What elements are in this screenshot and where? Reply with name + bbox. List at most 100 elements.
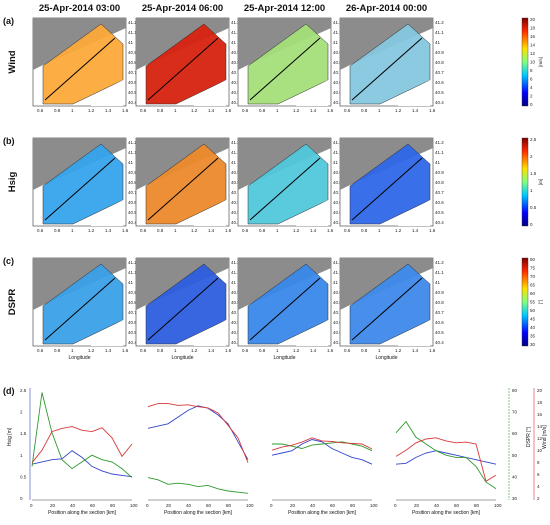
- map-x-tick: 1.2: [395, 228, 402, 233]
- map-x-tick: 1.2: [88, 228, 95, 233]
- map-y-tick: 40.8: [128, 300, 137, 305]
- map-y-tick: 40.7: [435, 190, 444, 195]
- map-x-tick: 1.6: [327, 348, 334, 353]
- map-y-tick: 40.9: [231, 50, 240, 55]
- colorbar-tick: 1.5: [530, 171, 537, 176]
- map-x-tick: 1.2: [191, 108, 198, 113]
- map-x-tick: 1.4: [310, 108, 317, 113]
- map-y-tick: 40.6: [128, 200, 137, 205]
- map-x-tick: 0.8: [157, 228, 164, 233]
- colorbar-tick: 80: [530, 257, 536, 262]
- x-tick: 60: [90, 503, 96, 508]
- map-y-tick: 41.1: [333, 150, 342, 155]
- section-line: [351, 277, 423, 341]
- map-x-tick: 1.4: [208, 108, 215, 113]
- map-x-tick: 1.6: [225, 228, 232, 233]
- map-x-tick: 0.8: [54, 348, 61, 353]
- colorbar-tick: 0.5: [530, 205, 537, 210]
- map-y-tick: 40.4: [435, 220, 444, 225]
- map-panel: 41.2 41.1 41 40.9 40.8 40.7 40.6 40.5 40.4 0.6 0.8…: [339, 137, 444, 233]
- map-x-tick: 1: [71, 228, 74, 233]
- colorbar-tick: 0: [530, 222, 533, 227]
- map-panel: 41.2 41.1 41 40.9 40.8 40.7 40.6 40.5 40.4 0.6 0.8…: [135, 137, 240, 233]
- map-y-tick: 40.8: [435, 60, 444, 65]
- map-y-tick: 40.8: [333, 300, 342, 305]
- map-y-tick: 40.8: [128, 180, 137, 185]
- map-xlabel: Longitude: [172, 355, 194, 361]
- map-y-tick: 41.1: [128, 150, 137, 155]
- x-tick: 20: [50, 503, 56, 508]
- map-y-tick: 41.2: [333, 140, 342, 145]
- colorbar-tick: 8: [530, 68, 533, 73]
- map-x-tick: 1.2: [293, 228, 300, 233]
- map-y-tick: 41.1: [435, 150, 444, 155]
- map-y-tick: 40.6: [128, 80, 137, 85]
- map-x-tick: 1.2: [88, 348, 95, 353]
- date-title: 25-Apr-2014 06:00: [142, 3, 223, 14]
- map-y-tick: 40.9: [435, 290, 444, 295]
- section-line: [147, 37, 219, 101]
- series-line-wind: [395, 437, 497, 483]
- wind-tick: 16: [537, 412, 543, 417]
- line-panel: 0 20 40 60 80 100 Position along the section […: [394, 420, 502, 516]
- coast-area: [91, 80, 123, 106]
- x-tick: 0: [270, 503, 273, 508]
- map-y-tick: 41: [333, 280, 339, 285]
- map-y-tick: 41.2: [435, 260, 444, 265]
- map-x-tick: 1.4: [310, 348, 317, 353]
- coast-area: [296, 320, 328, 346]
- map-y-tick: 40.5: [128, 210, 137, 215]
- map-y-tick: 40.8: [128, 60, 137, 65]
- map-x-tick: 1.4: [310, 228, 317, 233]
- x-tick: 80: [110, 503, 116, 508]
- map-y-tick: 40.9: [333, 290, 342, 295]
- map-x-tick: 1: [174, 228, 177, 233]
- colorbar-unit: [m/s]: [538, 57, 543, 67]
- colorbar-tick: 40: [530, 325, 536, 330]
- map-panel: 41.2 41.1 41 40.9 40.8 40.7 40.6 40.5 40.4 0.6 0.8…: [237, 137, 342, 233]
- map-y-tick: 41.1: [231, 30, 240, 35]
- map-y-tick: 40.7: [128, 190, 137, 195]
- series-line-hsig: [147, 405, 249, 460]
- map-y-tick: 40.5: [333, 90, 342, 95]
- colorbar: [521, 17, 529, 107]
- map-y-tick: 40.9: [231, 290, 240, 295]
- map-y-tick: 40.6: [333, 320, 342, 325]
- coast-area: [91, 320, 123, 346]
- colorbar-unit: [m]: [538, 179, 543, 185]
- map-y-tick: 40.8: [333, 180, 342, 185]
- colorbar-tick: 65: [530, 283, 536, 288]
- map-x-tick: 1.6: [122, 228, 129, 233]
- coast-area: [398, 80, 430, 106]
- line-panel: 0 20 40 60 80 100 Position along the section […: [30, 392, 138, 516]
- map-y-tick: 41.1: [333, 30, 342, 35]
- dspr-tick: 50: [512, 453, 518, 458]
- colorbar-tick: 35: [530, 334, 536, 339]
- map-x-tick: 0.8: [361, 348, 368, 353]
- dspr-tick: 70: [512, 410, 518, 415]
- map-y-tick: 40.8: [435, 180, 444, 185]
- map-x-tick: 1: [174, 348, 177, 353]
- map-y-tick: 41: [128, 40, 134, 45]
- map-y-tick: 41.2: [128, 260, 137, 265]
- row-tag: (a): [3, 16, 14, 26]
- map-x-tick: 0.8: [54, 228, 61, 233]
- map-y-tick: 40.5: [231, 90, 240, 95]
- colorbar-tick: 50: [530, 308, 536, 313]
- row-name: Hsig: [7, 172, 18, 193]
- map-y-tick: 41.2: [333, 20, 342, 25]
- map-y-tick: 40.6: [231, 320, 240, 325]
- map-y-tick: 40.8: [231, 300, 240, 305]
- section-line: [147, 157, 219, 221]
- wind-tick: 10: [537, 448, 543, 453]
- map-x-tick: 1: [378, 108, 381, 113]
- map-x-tick: 0.8: [157, 348, 164, 353]
- date-title: 25-Apr-2014 12:00: [244, 3, 325, 14]
- map-panel: 41.2 41.1 41 40.9 40.8 40.7 40.6 40.5 40.4 0.6 0.8…: [339, 17, 444, 113]
- map-y-tick: 40.5: [128, 330, 137, 335]
- map-y-tick: 41.2: [128, 140, 137, 145]
- map-y-tick: 41.1: [231, 270, 240, 275]
- x-tick: 60: [454, 503, 460, 508]
- map-y-tick: 41.1: [231, 150, 240, 155]
- map-y-tick: 40.4: [231, 340, 240, 345]
